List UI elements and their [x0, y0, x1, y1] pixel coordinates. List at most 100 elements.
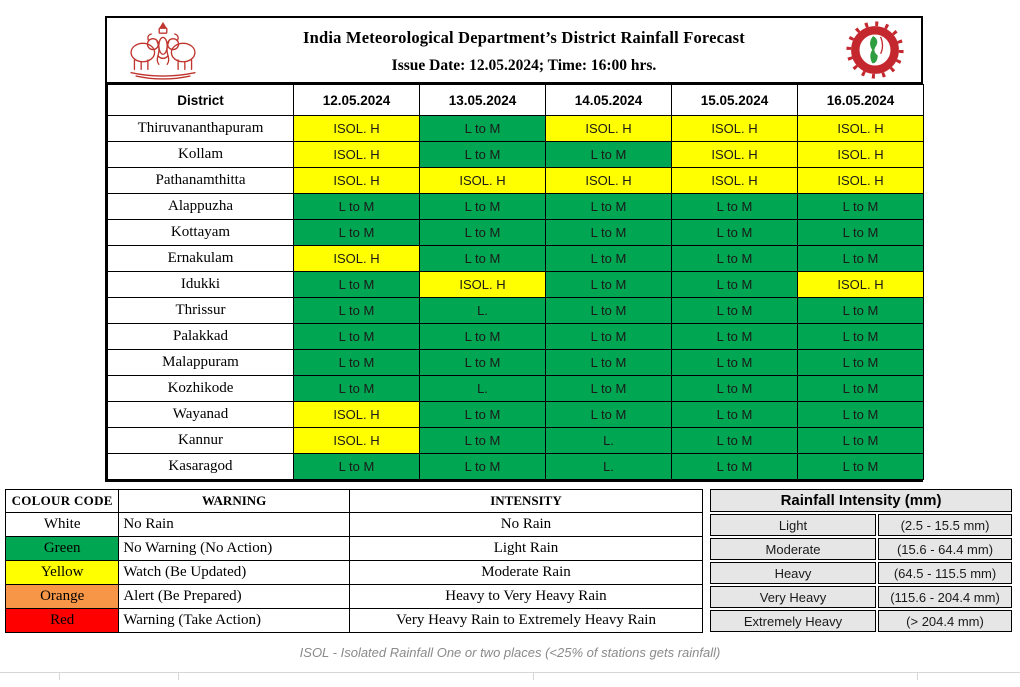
scale-label: Moderate — [710, 538, 876, 560]
district-name: Kollam — [107, 141, 294, 168]
district-name: Kozhikode — [107, 375, 294, 402]
forecast-cell: L to M — [797, 375, 924, 402]
issue-date-time: Issue Date: 12.05.2024; Time: 16:00 hrs. — [391, 56, 657, 74]
legend-col-colour-code: COLOUR CODE — [4, 489, 120, 513]
forecast-cell: L to M — [545, 297, 672, 324]
scale-header-row: Rainfall Intensity (mm) — [710, 489, 1013, 512]
forecast-cell: L to M — [797, 427, 924, 454]
isol-definition-note: ISOL - Isolated Rainfall One or two plac… — [299, 645, 721, 660]
forecast-cell: L to M — [293, 349, 420, 376]
colour-swatch: Red — [4, 608, 120, 633]
forecast-cell: L. — [419, 297, 546, 324]
forecast-cell: L to M — [671, 193, 798, 220]
spreadsheet-gridline — [0, 672, 1020, 673]
forecast-cell: L to M — [671, 375, 798, 402]
forecast-cell: L to M — [293, 193, 420, 220]
column-header-date: 15.05.2024 — [671, 84, 798, 116]
intensity-text: Moderate Rain — [348, 560, 704, 585]
forecast-cell: ISOL. H — [419, 167, 546, 194]
forecast-cell: ISOL. H — [419, 271, 546, 298]
forecast-cell: L to M — [797, 401, 924, 428]
district-name: Pathanamthitta — [107, 167, 294, 194]
scale-label: Very Heavy — [710, 586, 876, 608]
forecast-cell: L to M — [545, 349, 672, 376]
forecast-cell: L to M — [797, 219, 924, 246]
forecast-cell: L to M — [419, 427, 546, 454]
forecast-cell: L to M — [797, 453, 924, 480]
forecast-cell: L to M — [419, 115, 546, 142]
district-name: Malappuram — [107, 349, 294, 376]
district-name: Alappuzha — [107, 193, 294, 220]
kerala-government-emblem-icon — [119, 19, 207, 81]
intensity-text: No Rain — [348, 512, 704, 537]
forecast-cell: L to M — [545, 271, 672, 298]
district-name: Palakkad — [107, 323, 294, 350]
legend-row: Orange Alert (Be Prepared) Heavy to Very H… — [4, 584, 704, 609]
legend-col-intensity: INTENSITY — [348, 489, 704, 513]
colour-swatch: Green — [4, 536, 120, 561]
forecast-cell: ISOL. H — [797, 141, 924, 168]
legend-row: White No Rain No Rain — [4, 512, 704, 537]
scale-label: Heavy — [710, 562, 876, 584]
forecast-grid: District 12.05.2024 13.05.2024 14.05.2024 15… — [107, 84, 924, 480]
forecast-cell: L to M — [671, 323, 798, 350]
district-name: Ernakulam — [107, 245, 294, 272]
forecast-cell: ISOL. H — [797, 271, 924, 298]
intensity-text: Light Rain — [348, 536, 704, 561]
forecast-cell: L to M — [545, 245, 672, 272]
scale-title: Rainfall Intensity (mm) — [710, 489, 1013, 512]
forecast-cell: L to M — [293, 271, 420, 298]
gridline-tick — [917, 672, 918, 680]
legend-row: Yellow Watch (Be Updated) Moderate Rain — [4, 560, 704, 585]
warning-text: No Warning (No Action) — [118, 536, 350, 561]
forecast-cell: L to M — [293, 219, 420, 246]
forecast-cell: L to M — [797, 193, 924, 220]
scale-label: Extremely Heavy — [710, 610, 876, 632]
forecast-cell: L to M — [671, 245, 798, 272]
forecast-cell: L to M — [671, 297, 798, 324]
colour-swatch: Orange — [4, 584, 120, 609]
forecast-cell: ISOL. H — [797, 115, 924, 142]
rainfall-intensity-scale: Rainfall Intensity (mm) Light (2.5 - 15.5… — [708, 487, 1015, 634]
forecast-cell: L to M — [671, 427, 798, 454]
forecast-table: India Meteorological Department’s Distri… — [105, 16, 924, 482]
forecast-cell: ISOL. H — [671, 167, 798, 194]
scale-range: (115.6 - 204.4 mm) — [878, 586, 1013, 608]
forecast-cell: L to M — [419, 349, 546, 376]
district-name: Kasaragod — [107, 453, 294, 480]
forecast-cell: L to M — [797, 349, 924, 376]
forecast-cell: L to M — [671, 271, 798, 298]
forecast-cell: L to M — [545, 141, 672, 168]
forecast-cell: L to M — [419, 141, 546, 168]
forecast-cell: L to M — [293, 375, 420, 402]
forecast-cell: L to M — [545, 401, 672, 428]
forecast-cell: L to M — [671, 349, 798, 376]
column-header-date: 14.05.2024 — [545, 84, 672, 116]
forecast-cell: L to M — [797, 297, 924, 324]
forecast-cell: L to M — [419, 245, 546, 272]
forecast-cell: ISOL. H — [671, 141, 798, 168]
forecast-cell: L to M — [419, 193, 546, 220]
forecast-cell: ISOL. H — [293, 167, 420, 194]
district-name: Idukki — [107, 271, 294, 298]
legend-col-warning: WARNING — [118, 489, 350, 513]
colour-swatch: White — [4, 512, 120, 537]
gridline-tick — [59, 672, 60, 680]
forecast-cell: L to M — [419, 401, 546, 428]
district-name: Kannur — [107, 427, 294, 454]
forecast-cell: L to M — [293, 297, 420, 324]
forecast-cell: ISOL. H — [545, 115, 672, 142]
intensity-text: Very Heavy Rain to Extremely Heavy Rain — [348, 608, 704, 633]
forecast-cell: L to M — [545, 193, 672, 220]
forecast-cell: ISOL. H — [293, 115, 420, 142]
forecast-cell: L. — [545, 453, 672, 480]
scale-row: Very Heavy (115.6 - 204.4 mm) — [710, 586, 1013, 608]
